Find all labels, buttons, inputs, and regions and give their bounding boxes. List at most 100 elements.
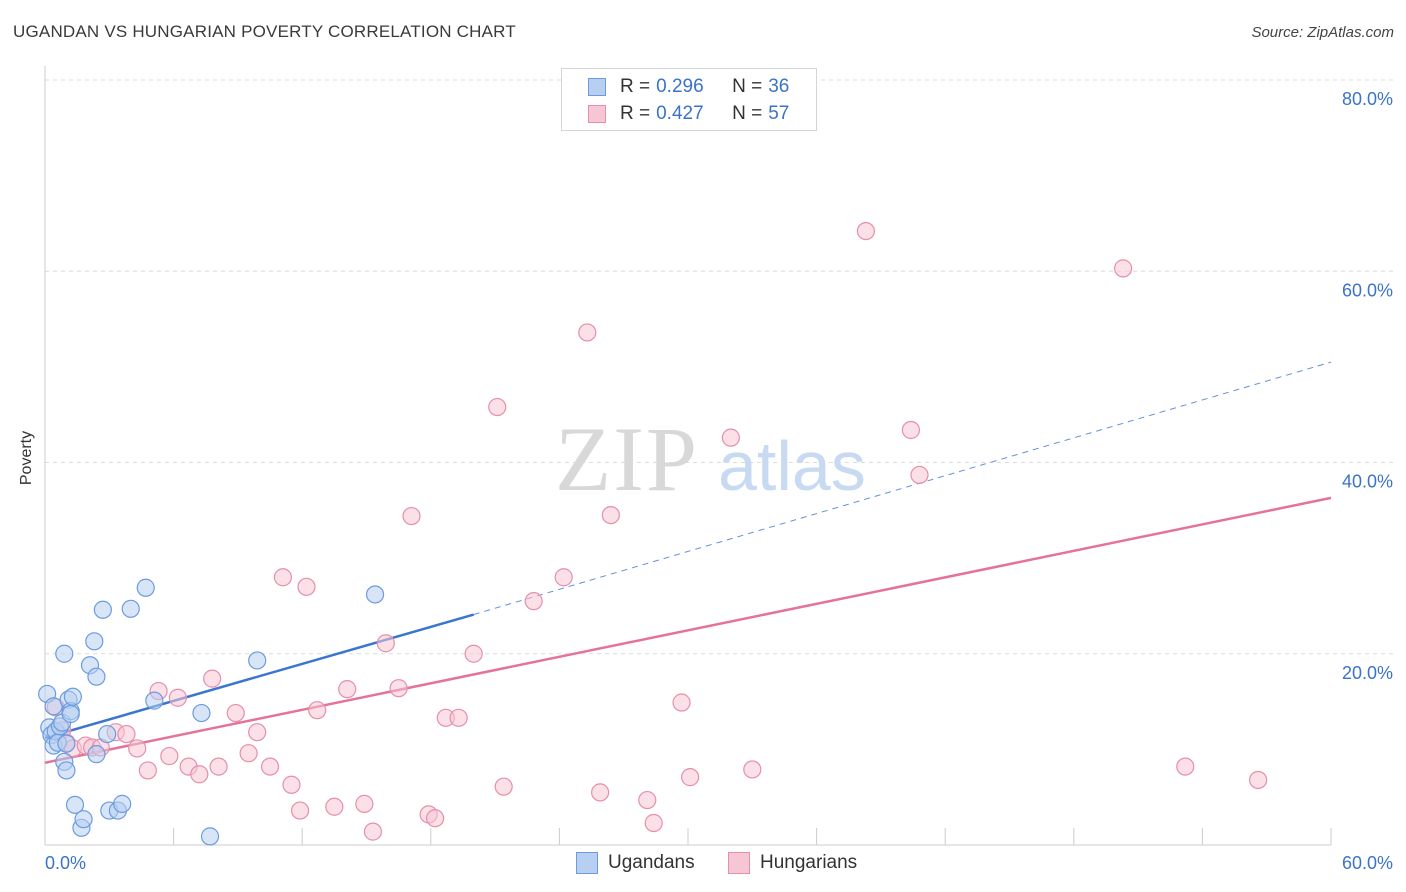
hungarian-point bbox=[260, 757, 280, 776]
hungarian-point bbox=[209, 757, 228, 776]
tick-labels: 20.0% 40.0% 60.0% 80.0% 0.0% 60.0% bbox=[45, 89, 1393, 873]
hungarian-point bbox=[325, 797, 344, 816]
ugandan-point bbox=[121, 599, 140, 618]
watermark-zip: ZIP bbox=[555, 408, 699, 510]
hungarian-point bbox=[464, 644, 483, 663]
ugandan-point bbox=[93, 600, 112, 619]
hungarian-point bbox=[1113, 259, 1133, 278]
hungarian-point bbox=[901, 420, 921, 440]
legend-row-hungarians: R = 0.427 N = 57 bbox=[588, 102, 789, 126]
y-tick-label: 60.0% bbox=[1342, 280, 1393, 300]
hungarian-point bbox=[226, 703, 245, 723]
hungarian-point bbox=[554, 568, 573, 587]
n-label: N = bbox=[732, 103, 763, 124]
trend-lines bbox=[44, 361, 1332, 764]
legend-item-ugandans[interactable]: Ugandans bbox=[576, 852, 695, 874]
ugandan-point bbox=[57, 761, 76, 780]
chart-title: UGANDAN VS HUNGARIAN POVERTY CORRELATION… bbox=[13, 22, 516, 41]
hungarian-point bbox=[672, 693, 691, 712]
hungarians-swatch bbox=[588, 105, 606, 123]
hungarian-point bbox=[308, 701, 327, 720]
r-label: R = bbox=[620, 103, 651, 124]
hungarian-point bbox=[681, 768, 700, 787]
legend-row-ugandans: R = 0.296 N = 36 bbox=[588, 75, 789, 99]
ugandan-point bbox=[87, 745, 106, 764]
hungarian-point bbox=[638, 790, 657, 810]
hungarian-point bbox=[363, 822, 383, 841]
ugandan-point bbox=[61, 704, 80, 724]
hungarian-point bbox=[355, 794, 374, 813]
hungarian-point bbox=[1176, 757, 1195, 776]
ugandan-point bbox=[85, 632, 104, 651]
ugandan-point bbox=[44, 697, 63, 716]
hungarian-point bbox=[138, 761, 157, 780]
r-value: 0.427 bbox=[656, 103, 704, 124]
ugandan-point bbox=[98, 724, 117, 744]
hungarians-legend-swatch bbox=[728, 852, 750, 874]
r-label: R = bbox=[620, 76, 651, 97]
n-label: N = bbox=[732, 76, 763, 97]
ugandans-trend-line bbox=[44, 613, 475, 740]
hungarian-point bbox=[721, 428, 740, 447]
ugandan-point bbox=[136, 578, 155, 597]
series-legend: Ugandans Hungarians bbox=[0, 852, 1406, 878]
ugandan-point bbox=[87, 667, 106, 686]
y-tick-label: 40.0% bbox=[1342, 472, 1393, 492]
hungarian-point bbox=[290, 801, 310, 820]
hungarians-legend-label: Hungarians bbox=[760, 852, 858, 873]
data-points bbox=[38, 221, 1268, 846]
hungarian-point bbox=[203, 669, 222, 688]
ugandan-point bbox=[63, 687, 82, 706]
hungarian-point bbox=[190, 765, 209, 784]
hungarian-point bbox=[524, 592, 543, 611]
ugandan-point bbox=[65, 795, 85, 814]
ugandan-point bbox=[192, 703, 211, 723]
hungarian-point bbox=[376, 634, 395, 653]
ugandan-point bbox=[248, 651, 267, 670]
hungarian-point bbox=[239, 744, 258, 763]
ugandans-legend-swatch bbox=[576, 852, 598, 874]
hungarian-point bbox=[160, 746, 179, 766]
hungarian-point bbox=[273, 568, 293, 587]
ugandan-point bbox=[145, 691, 164, 710]
ugandans-swatch bbox=[588, 78, 606, 96]
correlation-legend: R = 0.296 N = 36 R = 0.427 N = 57 bbox=[561, 68, 817, 131]
n-value: 36 bbox=[768, 76, 790, 97]
ugandans-trend-extension bbox=[473, 361, 1332, 616]
hungarian-point bbox=[591, 783, 610, 802]
hungarian-point bbox=[578, 323, 597, 342]
ugandan-point bbox=[74, 810, 93, 829]
hungarian-point bbox=[117, 724, 136, 744]
x-tick-label-min: 0.0% bbox=[45, 853, 86, 873]
hungarians-trend-line bbox=[44, 496, 1332, 764]
hungarian-point bbox=[389, 679, 408, 698]
x-tick-label-max: 60.0% bbox=[1342, 853, 1393, 873]
hungarian-point bbox=[248, 723, 267, 742]
legend-item-hungarians[interactable]: Hungarians bbox=[728, 852, 857, 874]
hungarian-point bbox=[1249, 770, 1268, 790]
source-label: Source: ZipAtlas.com bbox=[1251, 24, 1394, 41]
hungarian-point bbox=[128, 739, 147, 758]
hungarian-point bbox=[449, 708, 468, 727]
grid-lines bbox=[45, 79, 1393, 655]
ugandan-point bbox=[55, 644, 74, 663]
n-value: 57 bbox=[768, 103, 790, 124]
hungarian-point bbox=[425, 809, 445, 828]
y-tick-label: 20.0% bbox=[1342, 663, 1393, 683]
hungarian-point bbox=[601, 505, 620, 525]
ugandan-point bbox=[57, 734, 76, 753]
ugandan-point bbox=[200, 827, 220, 846]
ugandans-legend-label: Ugandans bbox=[608, 852, 695, 873]
ugandan-point bbox=[365, 585, 385, 604]
hungarian-point bbox=[494, 777, 513, 796]
axes bbox=[44, 66, 1332, 846]
hungarian-point bbox=[168, 688, 187, 707]
hungarian-point bbox=[297, 577, 316, 596]
hungarian-point bbox=[282, 775, 301, 794]
y-axis-title: Poverty bbox=[18, 430, 35, 486]
hungarian-point bbox=[856, 221, 875, 241]
hungarian-point bbox=[743, 760, 762, 779]
hungarian-point bbox=[402, 506, 421, 526]
hungarian-point bbox=[910, 465, 929, 485]
